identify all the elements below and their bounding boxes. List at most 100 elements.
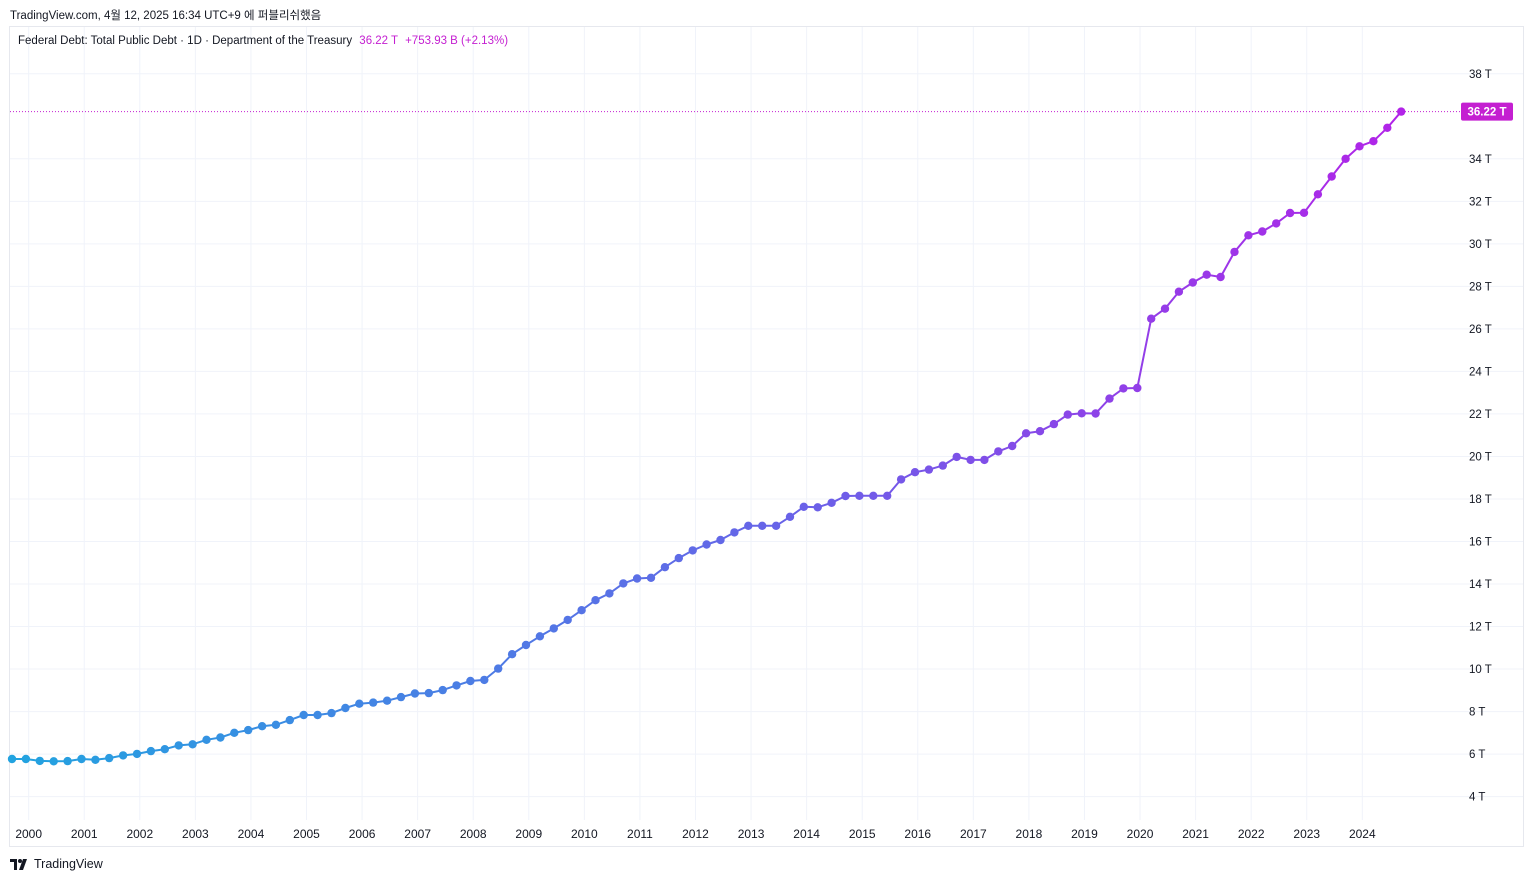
data-point	[632, 574, 642, 583]
data-point	[1258, 227, 1267, 236]
data-point	[1202, 270, 1211, 279]
y-tick-label: 12 T	[1469, 622, 1492, 634]
data-point	[688, 546, 697, 555]
y-tick-label: 34 T	[1469, 154, 1492, 166]
series-legend[interactable]: Federal Debt: Total Public Debt · 1D · D…	[18, 35, 508, 47]
data-point	[285, 715, 294, 725]
x-tick-label: 2006	[349, 827, 376, 841]
data-point	[549, 624, 558, 633]
data-point	[424, 688, 433, 698]
x-tick-label: 2002	[126, 827, 153, 841]
data-point	[1285, 208, 1295, 218]
data-point	[563, 615, 572, 625]
chart-panel[interactable]	[9, 26, 1524, 847]
data-point	[1216, 272, 1225, 282]
data-point	[646, 573, 656, 582]
data-point	[35, 756, 44, 766]
x-tick-label: 2004	[238, 827, 265, 841]
y-tick-label: 18 T	[1469, 494, 1492, 506]
data-point	[1091, 409, 1100, 418]
y-axis: 4 T 6 T 8 T 10 T 12 T 14 T 16 T 18 T 20 T 22 T 24 …	[1469, 69, 1492, 804]
data-point	[1147, 314, 1156, 323]
data-point	[7, 754, 17, 764]
data-point	[507, 650, 517, 659]
data-point	[1049, 419, 1059, 429]
last-price-badge: 36.22 T	[1461, 102, 1513, 121]
y-tick-label: 20 T	[1469, 451, 1492, 463]
x-tick-label: 2001	[71, 827, 98, 841]
data-point	[591, 596, 600, 605]
data-point	[994, 447, 1003, 456]
y-tick-label: 4 T	[1469, 792, 1485, 804]
data-point	[883, 491, 892, 500]
legend-value: 36.22 T	[359, 35, 398, 47]
y-tick-label: 24 T	[1469, 366, 1492, 378]
data-point	[1133, 383, 1142, 393]
y-tick-label: 8 T	[1469, 707, 1485, 719]
data-point	[244, 725, 253, 735]
data-point	[313, 710, 322, 720]
data-point	[1369, 137, 1378, 146]
data-point	[257, 722, 267, 731]
data-point	[869, 491, 878, 500]
data-point	[771, 521, 781, 530]
data-point	[1327, 172, 1336, 181]
data-point	[91, 755, 100, 764]
x-tick-label: 2022	[1238, 827, 1265, 841]
grid-lines	[10, 27, 1523, 820]
x-tick-label: 2010	[571, 827, 598, 841]
data-point	[466, 676, 475, 686]
data-point	[1160, 304, 1170, 313]
data-point	[744, 521, 753, 530]
data-point	[1188, 278, 1198, 287]
data-point	[77, 754, 86, 764]
data-point	[785, 512, 795, 521]
data-point	[410, 689, 420, 698]
data-point	[438, 685, 447, 695]
data-point	[452, 681, 461, 690]
data-point	[1008, 441, 1017, 451]
x-tick-label: 2012	[682, 827, 709, 841]
y-tick-label: 30 T	[1469, 239, 1492, 251]
x-tick-label: 2003	[182, 827, 209, 841]
data-point	[855, 491, 864, 500]
x-tick-label: 2019	[1071, 827, 1098, 841]
data-point	[327, 708, 336, 718]
data-point	[202, 735, 211, 744]
y-tick-label: 38 T	[1469, 69, 1492, 81]
data-point	[980, 455, 989, 465]
data-point	[716, 535, 725, 545]
y-tick-label: 32 T	[1469, 196, 1492, 208]
data-point	[146, 746, 156, 756]
footer-brand[interactable]: TradingView	[10, 857, 103, 871]
data-point	[271, 720, 281, 729]
x-axis: 2000 2001 2002 2003 2004 2005 2006 2007 2008 2009…	[15, 827, 1376, 841]
data-point	[938, 461, 947, 470]
publish-info: TradingView.com, 4월 12, 2025 16:34 UTC+9…	[10, 10, 322, 22]
data-point	[299, 710, 308, 720]
data-point	[521, 640, 531, 650]
data-point	[355, 699, 364, 708]
data-point	[49, 757, 58, 766]
data-point	[1272, 219, 1281, 228]
data-point	[160, 745, 169, 754]
data-point	[841, 491, 850, 501]
data-point	[216, 733, 225, 742]
data-point	[577, 606, 586, 615]
data-point	[924, 465, 934, 474]
legend-change: +753.93 B (+2.13%)	[405, 35, 509, 47]
data-point	[63, 756, 72, 766]
data-point	[1021, 429, 1031, 438]
data-point	[21, 754, 31, 764]
data-point	[702, 540, 711, 549]
x-tick-label: 2005	[293, 827, 320, 841]
x-tick-label: 2017	[960, 827, 987, 841]
data-point	[480, 675, 489, 685]
x-tick-label: 2021	[1182, 827, 1209, 841]
y-tick-label: 22 T	[1469, 409, 1492, 421]
y-tick-label: 28 T	[1469, 281, 1492, 293]
data-point	[105, 753, 114, 763]
data-point	[118, 751, 128, 760]
data-point	[396, 692, 406, 702]
